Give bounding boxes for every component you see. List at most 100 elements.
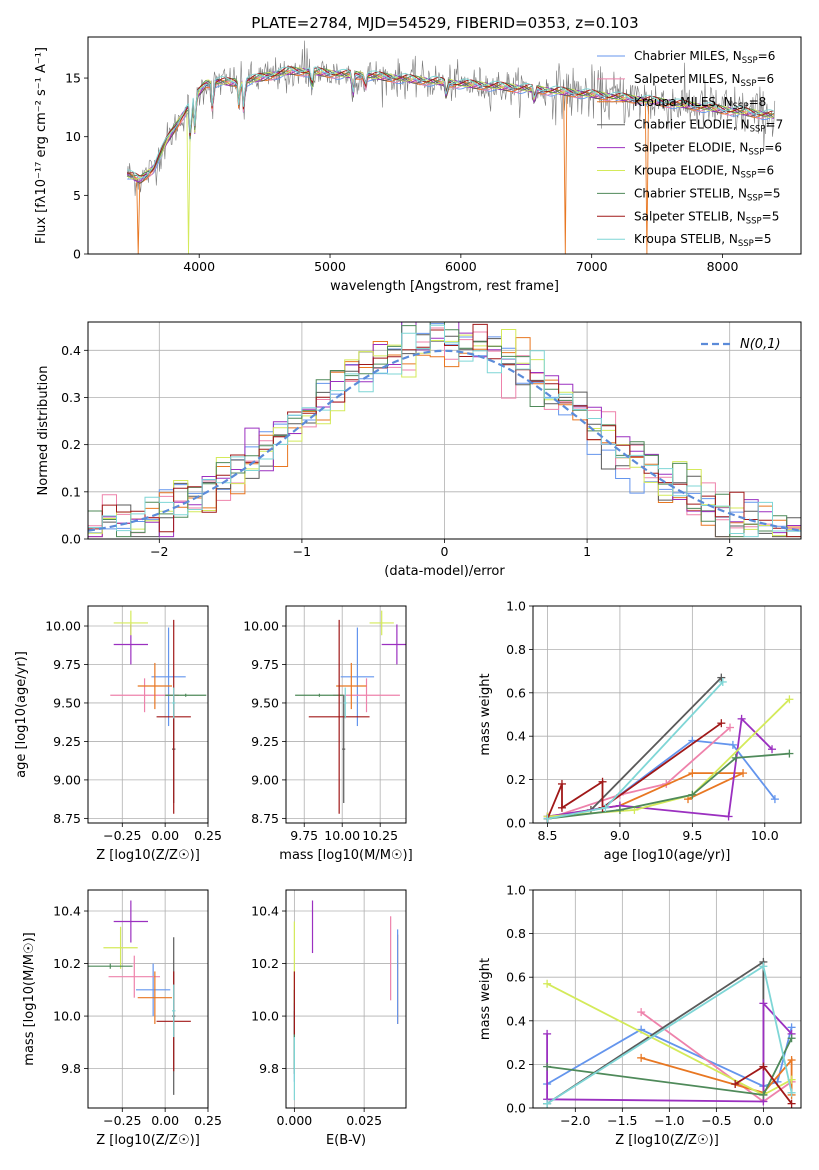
spectrum-data-line: [126, 40, 776, 196]
x-tick-label: 8000: [707, 259, 739, 274]
y-tick-label: 0.4: [506, 729, 526, 744]
plot-area-weight-vs-age: [543, 673, 794, 823]
x-tick-label: 0.00: [151, 1113, 179, 1128]
axes-frame: [285, 889, 407, 1109]
y-axis-label: Normed distribution: [36, 366, 51, 496]
x-tick-label: 9.75: [290, 828, 318, 843]
y-tick-label: 0.0: [506, 1101, 526, 1116]
legend-entry: Chabrier MILES, NSSP=6: [634, 49, 775, 66]
y-tick-label: 0.2: [506, 772, 526, 787]
y-tick-label: 10: [65, 129, 81, 144]
x-axis-label: E(B-V): [326, 1133, 366, 1148]
histogram-kroupa-miles: [88, 337, 801, 538]
y-tick-label: 9.50: [251, 695, 279, 710]
axes-frame: [285, 605, 407, 824]
x-tick-label: 0: [441, 544, 449, 559]
plot-area-spectrum: [126, 40, 776, 254]
x-tick-label: 0.25: [194, 1113, 222, 1128]
x-tick-label: 10.25: [362, 828, 398, 843]
x-tick-label: −0.25: [103, 1113, 141, 1128]
spectrum-model-kroupa-stelib: [127, 66, 775, 179]
y-tick-label: 15: [65, 71, 81, 86]
y-tick-label: 9.50: [53, 695, 81, 710]
x-tick-label: 0.000: [276, 1113, 312, 1128]
spectrum-model-kroupa-miles: [127, 70, 775, 254]
axes-weight-vs-age: 8.5 9.0 9.5 10.0 0.0 0.2 0.4 0.6 0.8 1.0 age [log1…: [478, 599, 802, 863]
y-tick-label: 1.0: [506, 883, 526, 898]
legend-entry: Chabrier ELODIE, NSSP=7: [634, 118, 783, 135]
y-tick-label: 0: [73, 247, 81, 262]
x-tick-label: 6000: [445, 259, 477, 274]
x-tick-label: 9.0: [610, 828, 630, 843]
x-tick-label: −1.0: [654, 1113, 684, 1128]
y-tick-label: 5: [73, 188, 81, 203]
histogram-kroupa-stelib: [88, 324, 801, 538]
spectrum-model-chabrier-stelib: [127, 66, 775, 177]
y-axis-label: Flux [fλ10⁻¹⁷ erg cm⁻² s⁻¹ A⁻¹]: [34, 47, 49, 244]
y-tick-label: 0.4: [61, 343, 81, 358]
x-tick-label: −1: [293, 544, 311, 559]
y-tick-label: 9.25: [251, 734, 279, 749]
legend-entry: Kroupa MILES, NSSP=8: [634, 95, 766, 112]
x-axis-label: age [log10(age/yr)]: [604, 848, 731, 863]
y-tick-label: 9.8: [259, 1061, 279, 1076]
y-tick-label: 0.8: [506, 926, 526, 941]
x-axis-label: (data-model)/error: [384, 564, 505, 579]
x-tick-label: 8.5: [538, 828, 558, 843]
y-tick-label: 9.8: [61, 1061, 81, 1076]
x-tick-label: 10.00: [324, 828, 360, 843]
legend-entry: N(0,1): [740, 337, 781, 352]
x-tick-label: −2: [150, 544, 168, 559]
histogram-salpeter-elodie: [88, 322, 801, 538]
gaussian-curve: [88, 349, 801, 532]
legend-entry: Salpeter STELIB, NSSP=5: [634, 209, 779, 226]
legend-entry: Kroupa ELODIE, NSSP=6: [634, 164, 774, 181]
x-tick-label: 0.025: [346, 1113, 382, 1128]
x-tick-label: −2.0: [560, 1113, 590, 1128]
plot-area-weight-vs-Z: [543, 957, 796, 1108]
legend-entry: Salpeter MILES, NSSP=6: [634, 72, 774, 89]
weight-line: [547, 726, 731, 820]
axes-residuals: −2 −1 0 1 2 0.0 0.1 0.2 0.3 0.4 (data-model)/error…: [36, 321, 802, 579]
legend-entry: Chabrier STELIB, NSSP=5: [634, 186, 781, 203]
y-tick-label: 9.25: [53, 734, 81, 749]
y-tick-label: 0.0: [506, 816, 526, 831]
x-tick-label: 0.00: [151, 828, 179, 843]
x-axis-label: mass [log10(M/M☉)]: [279, 848, 412, 863]
y-tick-label: 10.00: [243, 619, 279, 634]
y-tick-label: 10.2: [251, 956, 279, 971]
y-tick-label: 0.4: [506, 1013, 526, 1028]
y-tick-label: 0.3: [61, 390, 81, 405]
axes-weight-vs-Z: −2.0 −1.5 −1.0 −0.5 0.0 0.0 0.2 0.4 0.6 0.8 1.0 Z […: [478, 883, 802, 1148]
y-tick-label: 10.00: [45, 619, 81, 634]
x-tick-label: 1: [583, 544, 591, 559]
x-tick-label: 9.5: [682, 828, 702, 843]
x-tick-label: 0.25: [194, 828, 222, 843]
y-tick-label: 10.2: [53, 956, 81, 971]
axes-frame: [87, 605, 209, 824]
x-tick-label: −0.25: [103, 828, 141, 843]
y-tick-label: 0.0: [61, 532, 81, 547]
figure-title: PLATE=2784, MJD=54529, FIBERID=0353, z=0…: [251, 14, 638, 32]
plot-area-age-vs-Z: [110, 610, 207, 814]
legend-entry: Salpeter ELODIE, NSSP=6: [634, 141, 782, 158]
y-tick-label: 10.0: [251, 1009, 279, 1024]
spectrum-legend: Chabrier MILES, NSSP=6 Salpeter MILES, NS…: [597, 49, 783, 249]
x-tick-label: 0.0: [753, 1113, 773, 1128]
y-tick-label: 9.75: [53, 657, 81, 672]
plot-area-mass-vs-EBV: [293, 900, 399, 1101]
x-tick-label: 4000: [183, 259, 215, 274]
y-axis-label: age [log10(age/yr)]: [14, 651, 29, 778]
y-axis-label: mass weight: [478, 958, 493, 1040]
plot-area-mass-vs-Z: [88, 900, 191, 1095]
axes-frame: [532, 889, 802, 1109]
x-tick-label: 7000: [576, 259, 608, 274]
y-tick-label: 0.2: [61, 437, 81, 452]
y-tick-label: 10.0: [53, 1009, 81, 1024]
spectrum-model-salpeter-stelib: [127, 66, 775, 177]
x-tick-label: 5000: [314, 259, 346, 274]
x-tick-label: −0.5: [701, 1113, 731, 1128]
y-tick-label: 10.4: [251, 904, 279, 919]
y-tick-label: 8.75: [53, 811, 81, 826]
